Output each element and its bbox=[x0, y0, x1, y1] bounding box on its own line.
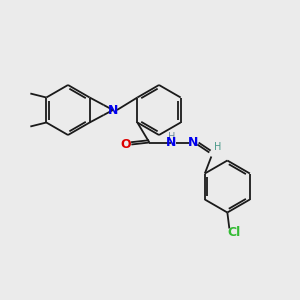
Text: N: N bbox=[108, 103, 118, 116]
Text: H: H bbox=[168, 131, 175, 142]
Text: H: H bbox=[214, 142, 221, 152]
Text: N: N bbox=[188, 136, 199, 149]
Text: O: O bbox=[120, 138, 131, 151]
Text: Cl: Cl bbox=[228, 226, 241, 239]
Text: N: N bbox=[166, 136, 176, 149]
